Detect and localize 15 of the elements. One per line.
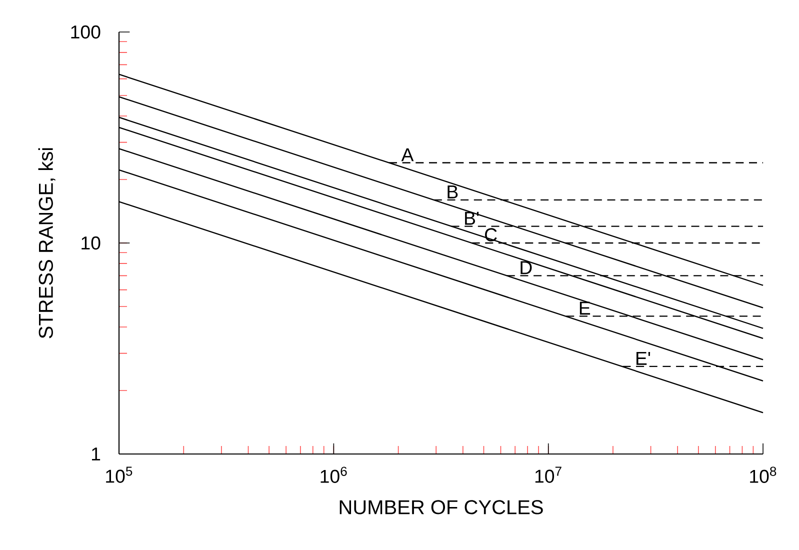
annotation: A <box>401 148 414 162</box>
annotation: B <box>448 185 458 198</box>
y-axis-title: STRESS RANGE, ksi <box>38 148 56 338</box>
annotation: E' <box>636 352 650 365</box>
y-tick-label: 10 <box>82 236 100 250</box>
x-tick-label: 10$^{6}$ <box>320 466 347 483</box>
annotation: B' <box>465 212 479 225</box>
y-tick-label: 100 <box>71 25 100 39</box>
y-tick-label: 1 <box>92 448 100 460</box>
x-tick-label: 10$^{5}$ <box>106 466 132 483</box>
x-axis-title: NUMBER OF CYCLES <box>340 500 543 514</box>
x-tick-label: 10$^{7}$ <box>535 466 562 483</box>
x-tick-label: 10$^{8}$ <box>750 466 776 483</box>
annotation: E <box>580 302 590 315</box>
annotation: D <box>520 261 532 274</box>
